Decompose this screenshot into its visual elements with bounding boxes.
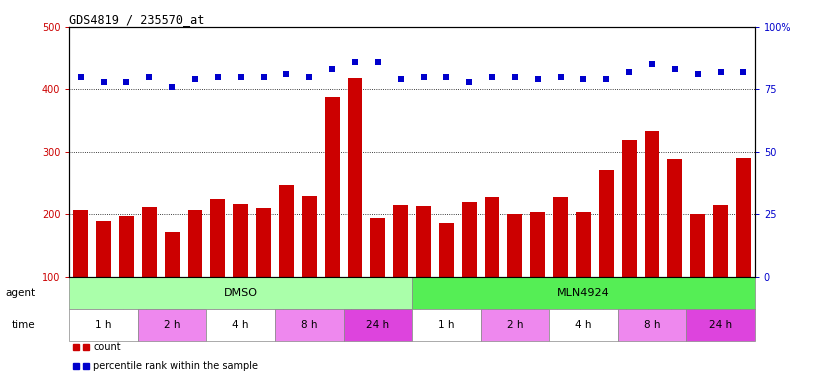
Point (417, 74, 430, 80)
Bar (713, 205, 728, 339)
Bar (622, 140, 636, 339)
Bar (412, 277, 755, 309)
Point (691, 71, 704, 78)
Bar (348, 78, 362, 339)
Bar (96, 221, 111, 339)
Bar (439, 223, 454, 339)
Bar (69, 277, 412, 309)
Bar (142, 207, 157, 339)
Bar (138, 309, 206, 341)
Bar (690, 214, 705, 339)
Point (188, 76, 202, 83)
Bar (599, 170, 614, 339)
Point (326, 66, 339, 73)
Point (234, 74, 247, 80)
Bar (73, 210, 88, 339)
Text: time: time (11, 320, 35, 330)
Point (303, 74, 316, 80)
Bar (736, 158, 751, 339)
Bar (279, 185, 294, 339)
Bar (165, 232, 180, 339)
Bar (69, 309, 138, 341)
Text: 8 h: 8 h (301, 320, 317, 330)
Point (600, 76, 613, 83)
Bar (485, 197, 499, 339)
Point (508, 74, 521, 80)
Bar (553, 197, 568, 339)
Bar (530, 212, 545, 339)
Text: 4 h: 4 h (575, 320, 592, 330)
Text: GDS4819 / 235570_at: GDS4819 / 235570_at (69, 13, 205, 26)
Bar (618, 309, 686, 341)
Bar (416, 206, 431, 339)
Bar (256, 208, 271, 339)
Bar (576, 212, 591, 339)
Point (166, 84, 179, 90)
Bar (508, 214, 522, 339)
Point (280, 71, 293, 78)
Bar (393, 205, 408, 339)
Point (486, 74, 499, 80)
Point (623, 69, 636, 75)
Text: count: count (93, 342, 121, 352)
Bar (344, 309, 412, 341)
Text: 4 h: 4 h (233, 320, 249, 330)
Bar (481, 309, 549, 341)
Text: 8 h: 8 h (644, 320, 660, 330)
Point (577, 76, 590, 83)
Point (348, 59, 361, 65)
Bar (211, 199, 225, 339)
Point (120, 79, 133, 85)
Text: 24 h: 24 h (709, 320, 732, 330)
Point (714, 69, 727, 75)
Point (645, 61, 659, 68)
Point (737, 69, 750, 75)
Point (394, 76, 407, 83)
Point (97, 79, 110, 85)
Point (668, 66, 681, 73)
Bar (549, 309, 618, 341)
Text: 24 h: 24 h (366, 320, 389, 330)
Point (531, 76, 544, 83)
Bar (462, 202, 477, 339)
Bar (275, 309, 344, 341)
Text: percentile rank within the sample: percentile rank within the sample (93, 361, 259, 371)
Text: MLN4924: MLN4924 (557, 288, 610, 298)
Text: agent: agent (5, 288, 35, 298)
Text: DMSO: DMSO (224, 288, 258, 298)
Text: 2 h: 2 h (507, 320, 523, 330)
Bar (325, 97, 339, 339)
Bar (119, 216, 134, 339)
Point (143, 74, 156, 80)
Point (74, 74, 87, 80)
Bar (302, 196, 317, 339)
Bar (370, 218, 385, 339)
Bar (188, 210, 202, 339)
Point (371, 59, 384, 65)
Point (440, 74, 453, 80)
Bar (233, 204, 248, 339)
Point (463, 79, 476, 85)
Text: 1 h: 1 h (438, 320, 455, 330)
Bar (645, 131, 659, 339)
Bar (206, 309, 275, 341)
Bar (412, 309, 481, 341)
Point (554, 74, 567, 80)
Point (257, 74, 270, 80)
Text: 2 h: 2 h (164, 320, 180, 330)
Point (211, 74, 224, 80)
Bar (667, 159, 682, 339)
Bar (686, 309, 755, 341)
Text: 1 h: 1 h (95, 320, 112, 330)
